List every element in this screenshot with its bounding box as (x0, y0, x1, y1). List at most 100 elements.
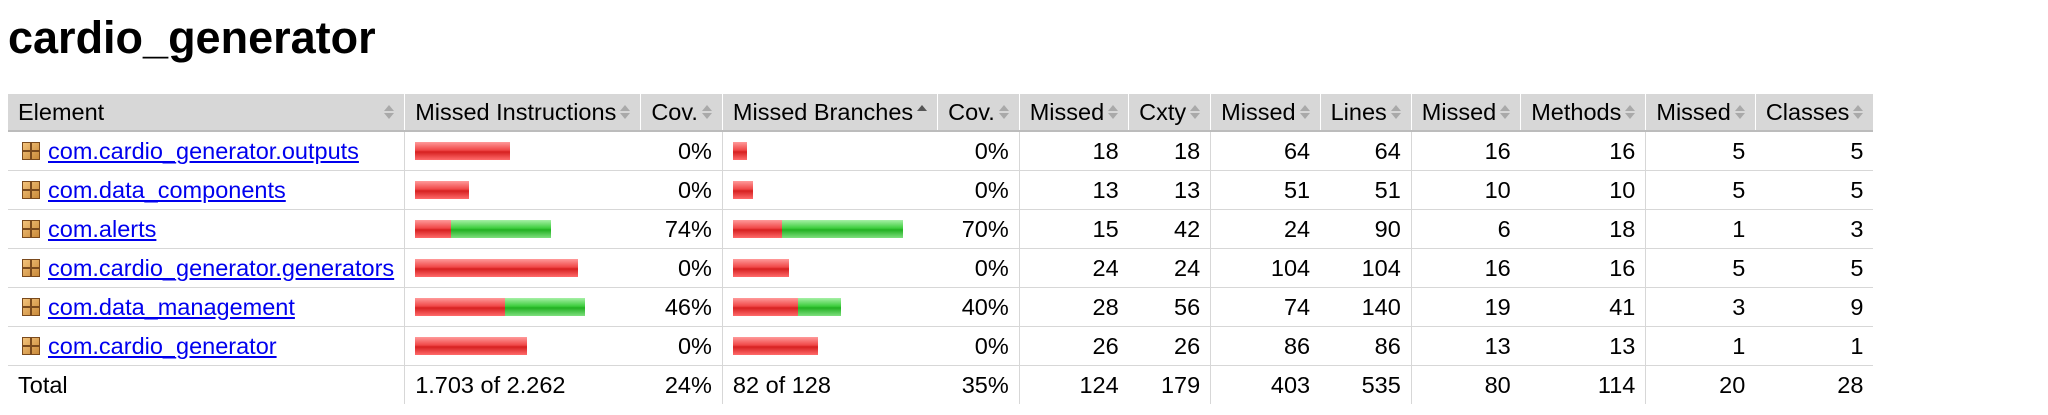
cxty-cell: 56 (1128, 287, 1211, 327)
sort-arrows-icon (1190, 105, 1201, 119)
missed-instructions-cell (404, 170, 641, 210)
methods-cell: 13 (1520, 326, 1646, 366)
column-header-cxty[interactable]: Cxty (1128, 94, 1211, 132)
table-row: com.cardio_generator.generators 0% 0% 24 24 1… (8, 248, 1874, 288)
column-header-missed-classes[interactable]: Missed (1645, 94, 1756, 132)
lines-cell: 51 (1320, 170, 1412, 210)
cxty-cell: 13 (1128, 170, 1211, 210)
missed-cxty-cell: 18 (1018, 131, 1129, 171)
branch-coverage-bar (732, 298, 928, 316)
instruction-coverage-bar (415, 220, 631, 238)
branch-coverage-bar (732, 181, 928, 199)
missed-methods-cell: 16 (1410, 131, 1521, 171)
classes-cell: 1 (1755, 326, 1874, 366)
total-instructions: 1.703 of 2.262 (404, 365, 641, 404)
column-header-missed-cxty[interactable]: Missed (1018, 94, 1129, 132)
missed-bar-segment (415, 220, 452, 238)
package-link[interactable]: com.alerts (48, 215, 157, 242)
coverage-table: Element Missed Instructions Cov. Missed … (8, 94, 1874, 404)
missed-methods-cell: 10 (1410, 170, 1521, 210)
classes-cell: 9 (1755, 287, 1874, 327)
column-header-missed-instructions[interactable]: Missed Instructions (404, 94, 641, 132)
total-missed-classes: 20 (1645, 365, 1756, 404)
branch-coverage-cell: 0% (937, 326, 1020, 366)
column-header-element[interactable]: Element (8, 94, 405, 132)
column-header-missed-branches[interactable]: Missed Branches (721, 94, 938, 132)
column-header-branch-coverage[interactable]: Cov. (937, 94, 1020, 132)
sort-arrows-icon (1390, 105, 1401, 119)
methods-cell: 16 (1520, 131, 1646, 171)
missed-classes-cell: 1 (1645, 326, 1756, 366)
column-header-methods[interactable]: Methods (1520, 94, 1646, 132)
package-link[interactable]: com.data_management (48, 293, 295, 320)
instruction-coverage-bar (415, 298, 631, 316)
column-header-missed-lines[interactable]: Missed (1210, 94, 1321, 132)
missed-lines-cell: 86 (1210, 326, 1321, 366)
branch-coverage-bar (732, 337, 928, 355)
missed-bar-segment (732, 220, 782, 238)
total-row: Total 1.703 of 2.262 24% 82 of 128 35% 1… (8, 365, 1873, 404)
branch-coverage-bar (732, 259, 928, 277)
missed-lines-cell: 74 (1210, 287, 1321, 327)
package-icon (22, 298, 40, 316)
cxty-cell: 26 (1128, 326, 1211, 366)
column-header-lines[interactable]: Lines (1319, 94, 1412, 132)
instruction-coverage-cell: 0% (640, 170, 723, 210)
lines-cell: 140 (1320, 287, 1412, 327)
methods-cell: 10 (1520, 170, 1646, 210)
missed-instructions-cell (404, 209, 641, 249)
table-row: com.alerts 74% 70% 15 42 24 90 6 18 1 3 (8, 209, 1874, 249)
lines-cell: 64 (1320, 131, 1412, 171)
sort-arrows-icon (384, 105, 395, 119)
missed-lines-cell: 104 (1210, 248, 1321, 288)
element-cell: com.data_management (8, 287, 405, 327)
missed-cxty-cell: 24 (1018, 248, 1129, 288)
total-classes: 28 (1837, 371, 1864, 398)
missed-branches-cell (721, 209, 938, 249)
missed-classes-cell: 3 (1645, 287, 1756, 327)
cxty-cell: 42 (1128, 209, 1211, 249)
missed-bar-segment (415, 298, 506, 316)
missed-branches-cell (721, 170, 938, 210)
instruction-coverage-cell: 0% (640, 248, 723, 288)
missed-cxty-cell: 13 (1018, 170, 1129, 210)
package-link[interactable]: com.cardio_generator.outputs (48, 137, 359, 164)
lines-cell: 104 (1320, 248, 1412, 288)
table-row: com.cardio_generator 0% 0% 26 26 86 86 13 13 1 1 (8, 326, 1874, 366)
column-header-classes[interactable]: Classes (1754, 94, 1874, 132)
column-header-instruction-coverage[interactable]: Cov. (640, 94, 723, 132)
missed-bar-segment (415, 142, 511, 160)
instruction-coverage-bar (415, 337, 631, 355)
sort-arrows-icon (1734, 105, 1745, 119)
classes-cell: 3 (1755, 209, 1874, 249)
package-link[interactable]: com.data_components (48, 176, 286, 203)
sort-arrows-icon (701, 105, 712, 119)
instruction-coverage-bar (415, 181, 631, 199)
total-label: Total (18, 371, 68, 398)
classes-cell: 5 (1755, 170, 1874, 210)
branch-coverage-bar (732, 142, 928, 160)
package-icon (22, 337, 40, 355)
instruction-coverage-bar (415, 142, 631, 160)
missed-bar-segment (732, 259, 789, 277)
missed-bar-segment (732, 142, 747, 160)
missed-branches-cell (721, 131, 938, 171)
missed-methods-cell: 13 (1410, 326, 1521, 366)
total-lines: 535 (1361, 371, 1401, 398)
column-header-missed-methods[interactable]: Missed (1410, 94, 1521, 132)
branch-coverage-cell: 0% (937, 170, 1020, 210)
total-branch-coverage: 35% (961, 371, 1009, 398)
table-row: com.data_management 46% 40% 28 56 74 140 19 41 3 9 (8, 287, 1874, 327)
covered-bar-segment (505, 298, 586, 316)
sort-arrows-icon (620, 105, 631, 119)
methods-cell: 16 (1520, 248, 1646, 288)
sort-arrows-icon (1853, 105, 1864, 119)
missed-lines-cell: 51 (1210, 170, 1321, 210)
missed-instructions-cell (404, 131, 641, 171)
package-link[interactable]: com.cardio_generator (48, 332, 277, 359)
covered-bar-segment (451, 220, 552, 238)
table-row: com.data_components 0% 0% 13 13 51 51 10 10 5 5 (8, 170, 1874, 210)
package-link[interactable]: com.cardio_generator.generators (48, 254, 395, 281)
package-icon (22, 220, 40, 238)
missed-branches-cell (721, 248, 938, 288)
